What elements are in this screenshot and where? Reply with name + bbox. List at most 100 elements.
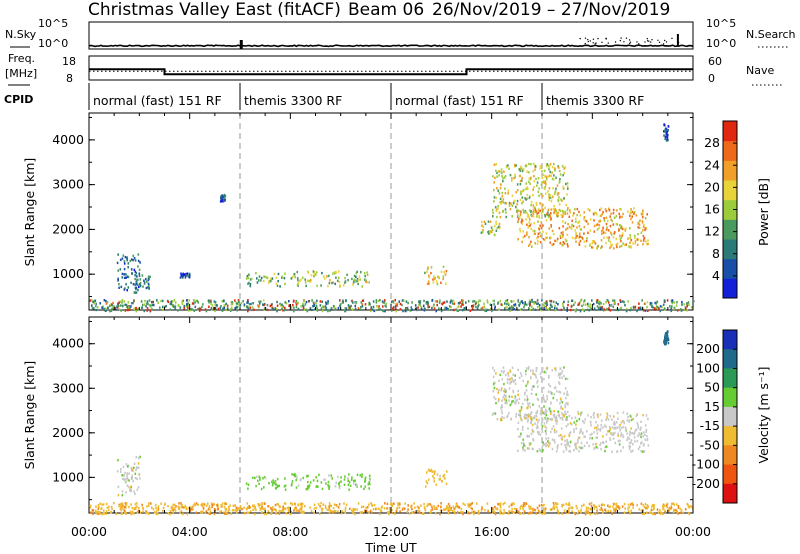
data-cell <box>556 239 558 243</box>
data-cell <box>687 301 690 304</box>
data-cell <box>156 299 158 302</box>
data-cell <box>146 309 148 312</box>
data-cell <box>530 511 533 515</box>
data-cell <box>548 187 551 190</box>
data-cell <box>537 385 539 388</box>
data-cell <box>524 197 526 200</box>
data-cell <box>583 444 586 448</box>
data-cell <box>129 306 131 310</box>
data-cell <box>529 414 531 418</box>
data-cell <box>637 238 640 241</box>
data-cell <box>345 299 347 303</box>
data-cell <box>522 168 525 171</box>
data-cell <box>664 128 666 131</box>
data-cell <box>523 502 526 505</box>
data-cell <box>171 506 173 510</box>
data-cell <box>528 504 530 508</box>
data-cell <box>644 227 647 230</box>
data-cell <box>322 503 325 506</box>
data-cell <box>502 180 504 183</box>
data-cell <box>606 226 608 229</box>
data-cell <box>138 472 140 476</box>
data-cell <box>126 465 129 468</box>
data-cell <box>672 510 675 514</box>
data-cell <box>602 435 604 438</box>
data-cell <box>596 213 598 216</box>
data-cell <box>131 467 133 471</box>
data-cell <box>517 220 519 223</box>
data-cell <box>511 510 513 514</box>
data-cell <box>514 395 517 398</box>
data-cell <box>612 305 615 309</box>
data-cell <box>547 208 550 211</box>
data-cell <box>135 286 138 289</box>
data-cell <box>653 307 656 310</box>
data-cell <box>264 275 266 278</box>
data-cell <box>126 472 129 475</box>
data-cell <box>606 298 609 302</box>
data-cell <box>555 367 557 370</box>
data-cell <box>546 302 548 305</box>
data-cell <box>637 434 639 438</box>
data-cell <box>640 509 643 512</box>
data-cell <box>426 267 429 271</box>
data-cell <box>568 414 571 418</box>
data-cell <box>577 412 580 415</box>
data-cell <box>335 481 337 484</box>
data-cell <box>436 303 438 307</box>
data-cell <box>539 412 542 415</box>
data-cell <box>581 308 584 311</box>
data-cell <box>640 231 643 234</box>
data-cell <box>616 411 619 415</box>
data-cell <box>226 512 229 516</box>
data-cell <box>545 232 548 235</box>
data-cell <box>292 275 294 279</box>
data-cell <box>462 502 464 505</box>
data-cell <box>534 308 537 311</box>
data-cell <box>308 486 310 489</box>
power-colorbar-tick-label: 8 <box>712 246 720 261</box>
data-cell <box>637 222 639 225</box>
data-cell <box>493 188 495 192</box>
y-tick-label: 2000 <box>52 425 84 440</box>
data-cell <box>117 459 119 462</box>
data-cell <box>585 220 588 223</box>
data-cell <box>325 307 328 310</box>
data-cell <box>614 509 617 512</box>
data-cell <box>220 510 223 513</box>
data-cell <box>570 227 573 230</box>
data-cell <box>219 200 222 203</box>
nsearch-dot <box>671 37 673 40</box>
data-cell <box>543 443 546 446</box>
data-cell <box>131 512 133 515</box>
data-cell <box>521 219 524 222</box>
data-cell <box>541 181 543 184</box>
data-cell <box>354 301 357 305</box>
data-cell <box>433 303 435 306</box>
data-cell <box>656 300 659 303</box>
data-cell <box>515 191 518 194</box>
data-cell <box>301 502 304 506</box>
data-cell <box>512 307 514 310</box>
data-cell <box>595 445 598 449</box>
data-cell <box>547 164 550 168</box>
data-cell <box>656 508 659 511</box>
power-colorbar-tick-label: 4 <box>712 268 720 283</box>
data-cell <box>536 299 539 302</box>
data-cell <box>562 209 564 213</box>
data-cell <box>368 487 370 490</box>
data-cell <box>578 302 581 305</box>
data-cell <box>386 507 388 510</box>
data-cell <box>372 300 375 303</box>
data-cell <box>663 130 665 133</box>
data-cell <box>540 213 543 216</box>
data-cell <box>319 512 321 515</box>
data-cell <box>683 303 685 306</box>
data-cell <box>627 507 629 510</box>
nsky-axis-top: 10^5 <box>38 17 68 30</box>
data-cell <box>247 506 250 510</box>
data-cell <box>162 506 165 510</box>
data-cell <box>178 502 180 505</box>
data-cell <box>309 481 312 484</box>
data-cell <box>362 505 365 508</box>
